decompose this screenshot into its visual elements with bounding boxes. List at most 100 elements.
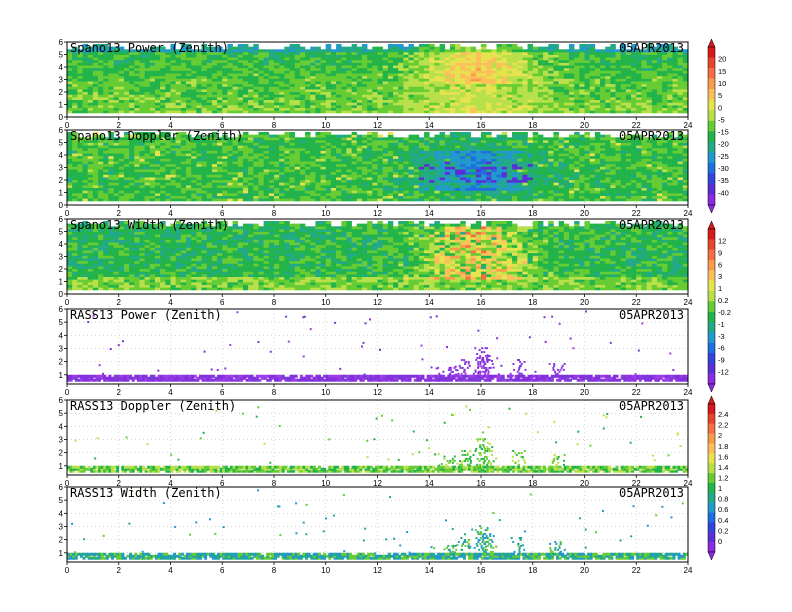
heat-cell bbox=[418, 190, 425, 194]
heat-cell bbox=[211, 59, 218, 63]
heat-cell bbox=[548, 78, 554, 82]
heat-cell bbox=[537, 105, 544, 108]
heat-cell bbox=[175, 174, 182, 178]
heat-cell bbox=[232, 81, 239, 85]
heat-cell bbox=[186, 99, 192, 103]
heat-cell bbox=[434, 49, 440, 53]
heat-cell bbox=[429, 46, 435, 50]
heat-cell bbox=[625, 65, 632, 69]
heat-cell bbox=[242, 190, 249, 194]
heat-cell bbox=[165, 145, 171, 149]
heat-cell bbox=[367, 67, 373, 71]
heat-cell bbox=[522, 89, 528, 93]
heat-cell bbox=[134, 65, 140, 69]
heat-cell bbox=[263, 57, 270, 61]
heat-cell bbox=[154, 139, 161, 143]
heat-cell bbox=[222, 147, 228, 151]
heat-cell bbox=[574, 86, 580, 90]
heat-cell bbox=[165, 70, 171, 74]
heat-cell bbox=[424, 83, 430, 87]
heat-cell bbox=[305, 54, 311, 58]
heat-cell bbox=[356, 179, 363, 183]
heat-cell bbox=[82, 70, 88, 74]
heat-cell bbox=[356, 190, 363, 194]
heat-cell bbox=[222, 102, 228, 106]
heat-cell bbox=[201, 150, 208, 154]
heat-cell bbox=[568, 83, 575, 87]
heat-cell bbox=[253, 198, 259, 202]
heat-cell bbox=[103, 59, 109, 63]
heat-cell bbox=[579, 102, 585, 106]
heat-cell bbox=[656, 54, 663, 58]
heat-cell bbox=[356, 67, 363, 71]
heat-cell bbox=[522, 102, 528, 106]
heat-cell bbox=[382, 158, 389, 162]
heat-cell bbox=[186, 150, 192, 154]
heat-cell bbox=[315, 177, 321, 181]
heat-cell bbox=[123, 190, 130, 194]
heat-cell bbox=[284, 91, 290, 95]
heat-cell bbox=[413, 78, 420, 82]
heat-cell bbox=[584, 46, 590, 50]
heat-cell bbox=[87, 169, 94, 173]
heat-cell bbox=[543, 57, 549, 61]
heat-cell bbox=[434, 193, 440, 196]
heat-cell bbox=[548, 86, 554, 90]
heat-cell bbox=[356, 161, 363, 165]
heat-cell bbox=[398, 195, 404, 199]
heat-cell bbox=[641, 70, 647, 74]
heat-cell bbox=[149, 150, 156, 154]
heat-cell bbox=[439, 49, 446, 53]
heat-cell bbox=[387, 158, 394, 162]
heat-cell bbox=[186, 94, 192, 98]
heat-cell bbox=[284, 46, 290, 50]
heat-cell bbox=[429, 51, 435, 55]
heat-cell bbox=[651, 75, 658, 79]
heat-cell bbox=[532, 81, 539, 85]
heat-cell bbox=[253, 193, 259, 196]
heat-cell bbox=[418, 161, 425, 165]
heat-cell bbox=[222, 182, 228, 186]
heat-cell bbox=[242, 102, 249, 106]
heat-cell bbox=[372, 97, 378, 101]
heat-cell bbox=[77, 70, 83, 74]
heat-cell bbox=[144, 102, 151, 106]
heat-cell bbox=[455, 54, 461, 58]
heat-cell bbox=[196, 171, 202, 175]
heat-cell bbox=[418, 153, 425, 157]
heat-cell bbox=[341, 147, 347, 151]
heat-cell bbox=[103, 166, 109, 170]
heat-cell bbox=[512, 54, 518, 58]
heat-cell bbox=[424, 91, 430, 95]
heat-cell bbox=[662, 57, 668, 61]
heat-cell bbox=[268, 187, 275, 191]
heat-cell bbox=[129, 142, 135, 146]
heat-cell bbox=[134, 169, 140, 173]
heat-cell bbox=[465, 70, 471, 74]
heat-cell bbox=[372, 185, 378, 189]
heat-cell bbox=[424, 62, 430, 66]
heat-cell bbox=[222, 150, 228, 154]
heat-cell bbox=[305, 177, 311, 181]
heat-cell bbox=[87, 171, 94, 175]
heat-cell bbox=[310, 142, 316, 146]
heat-cell bbox=[175, 198, 182, 202]
heat-cell bbox=[403, 75, 409, 79]
heat-cell bbox=[289, 137, 295, 141]
heat-cell bbox=[672, 107, 678, 111]
heat-cell bbox=[532, 97, 539, 101]
heat-cell bbox=[165, 86, 171, 90]
heat-cell bbox=[398, 89, 404, 93]
heat-cell bbox=[118, 54, 125, 58]
heat-cell bbox=[129, 193, 135, 196]
heat-cell bbox=[361, 107, 368, 111]
heat-cell bbox=[537, 54, 544, 58]
heat-cell bbox=[527, 83, 534, 87]
y-tick-label: 1 bbox=[59, 101, 64, 110]
heat-cell bbox=[315, 86, 321, 90]
heat-cell bbox=[403, 169, 409, 173]
heat-cell bbox=[118, 153, 125, 157]
heat-cell bbox=[491, 78, 497, 82]
heat-cell bbox=[387, 67, 394, 71]
heat-cell bbox=[346, 78, 352, 82]
